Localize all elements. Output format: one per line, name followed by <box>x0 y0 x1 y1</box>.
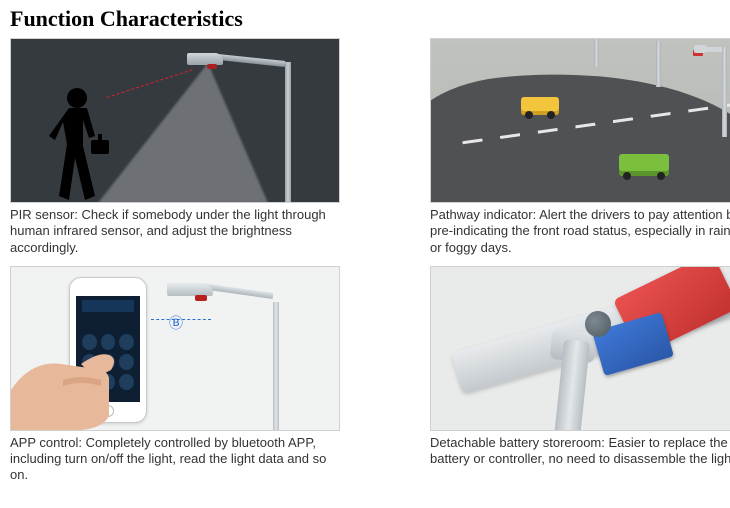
pedestrian-icon <box>39 84 119 202</box>
car-icon <box>619 154 669 176</box>
feature-pathway: Pathway indicator: Alert the drivers to … <box>430 38 730 256</box>
feature-battery-caption: Detachable battery storeroom: Easier to … <box>430 435 730 468</box>
car-icon <box>521 97 559 115</box>
feature-battery: Detachable battery storeroom: Easier to … <box>430 266 730 484</box>
feature-pathway-image <box>430 38 730 203</box>
feature-pathway-caption: Pathway indicator: Alert the drivers to … <box>430 207 730 256</box>
feature-app-image: Ⓑ <box>10 266 340 431</box>
feature-app-caption: APP control: Completely controlled by bl… <box>10 435 340 484</box>
feature-app: Ⓑ APP control: Completely controlled by … <box>10 266 340 484</box>
hand-icon <box>11 320 161 430</box>
feature-pir-caption: PIR sensor: Check if somebody under the … <box>10 207 340 256</box>
feature-pir: PIR sensor: Check if somebody under the … <box>10 38 340 256</box>
page-title: Function Characteristics <box>10 6 720 32</box>
feature-grid: PIR sensor: Check if somebody under the … <box>10 38 720 484</box>
feature-pir-image <box>10 38 340 203</box>
bluetooth-icon: Ⓑ <box>169 313 183 333</box>
feature-battery-image <box>430 266 730 431</box>
